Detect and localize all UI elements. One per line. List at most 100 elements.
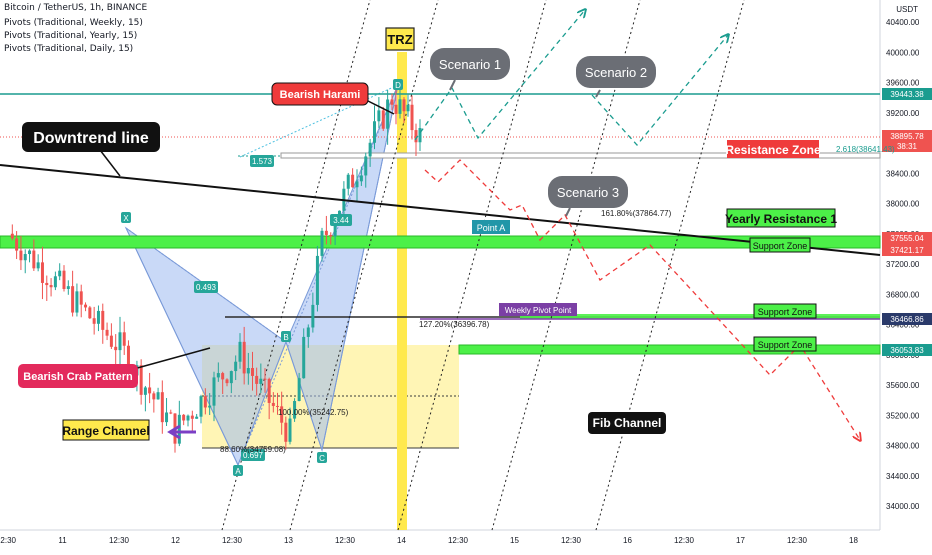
ratio-0493-bg bbox=[194, 281, 218, 293]
candle-body-23 bbox=[109, 335, 113, 347]
price-tick-2: 39600.00 bbox=[886, 79, 920, 88]
indicator-yearly-pivots[interactable]: Pivots (Traditional, Yearly, 15) bbox=[4, 31, 138, 41]
candle-body-4 bbox=[28, 250, 32, 255]
support-zone-band-low[interactable] bbox=[458, 344, 881, 355]
point-a: A bbox=[235, 467, 241, 476]
candle-body-41 bbox=[186, 415, 190, 421]
candle-body-17 bbox=[84, 304, 88, 308]
candle-body-22 bbox=[105, 329, 109, 336]
bearish-crab-bg bbox=[18, 364, 138, 388]
fib-channel-label: Fib Channel bbox=[593, 416, 662, 430]
resistance-zone-label: Resistance Zone bbox=[725, 143, 821, 157]
indicator-daily-pivots[interactable]: Pivots (Traditional, Daily, 15) bbox=[4, 44, 134, 54]
candle-body-25 bbox=[118, 332, 122, 351]
candle-body-68 bbox=[302, 336, 306, 379]
ratio-0493: 0.493 bbox=[196, 283, 217, 292]
weekly-pivot-label-bg bbox=[499, 303, 577, 316]
candle-body-60 bbox=[267, 378, 271, 403]
candle-body-80 bbox=[355, 181, 359, 188]
time-tick-12: 12:30 bbox=[674, 536, 695, 545]
candle-body-26 bbox=[122, 332, 126, 346]
candle-body-94 bbox=[414, 130, 418, 143]
badge-39443-bg bbox=[882, 88, 932, 100]
bearish-harami-label: Bearish Harami bbox=[280, 89, 361, 101]
price-tick-6: 38000.00 bbox=[886, 200, 920, 209]
candle-body-82 bbox=[364, 156, 368, 176]
candle-body-47 bbox=[212, 377, 216, 406]
candle-body-79 bbox=[351, 174, 355, 188]
candle-body-73 bbox=[324, 230, 328, 235]
downtrend-line[interactable] bbox=[0, 164, 881, 256]
scenario-2-path[interactable] bbox=[591, 35, 728, 146]
candle-body-16 bbox=[79, 291, 83, 305]
candle-body-30 bbox=[139, 365, 143, 395]
candle-body-44 bbox=[199, 396, 203, 417]
scenario-2-label: Scenario 2 bbox=[585, 65, 647, 80]
scenario-3-label: Scenario 3 bbox=[557, 185, 619, 200]
yearly-resistance-band[interactable] bbox=[0, 235, 881, 249]
scenario-3-bubble bbox=[548, 176, 628, 208]
scenario-1-pointer bbox=[449, 79, 456, 91]
point-d: D bbox=[395, 81, 401, 90]
candle-body-19 bbox=[92, 318, 96, 324]
fib-100-label: 100.00%(35242.75) bbox=[278, 408, 349, 417]
support-zone-1-label: Support Zone bbox=[753, 241, 808, 251]
time-tick-6: 12:30 bbox=[335, 536, 356, 545]
bearish-harami-pointer bbox=[365, 99, 395, 115]
badge-current-bg bbox=[882, 130, 932, 152]
scenario-1-path[interactable] bbox=[414, 10, 585, 141]
range-channel-bg bbox=[62, 419, 150, 441]
support-zone-3-label: Support Zone bbox=[758, 340, 813, 350]
downtrend-callout-bg bbox=[22, 122, 160, 152]
fib-2618-label: 2.618(38641.43) bbox=[836, 145, 895, 154]
time-tick-7: 14 bbox=[397, 536, 406, 545]
ratio-0697-bg bbox=[241, 449, 265, 461]
price-axis[interactable]: 40400.0040000.0039600.0039200.0038800.00… bbox=[886, 18, 920, 511]
time-tick-1: 11 bbox=[58, 536, 67, 545]
candle-body-83 bbox=[368, 142, 372, 157]
candle-body-91 bbox=[402, 99, 406, 112]
weekly-pivot-band bbox=[520, 314, 880, 319]
badge-weekly-pivot: 36466.86 bbox=[890, 315, 924, 324]
support-zone-2-label: Support Zone bbox=[758, 307, 813, 317]
candle-body-36 bbox=[165, 412, 169, 423]
candle-body-1 bbox=[15, 238, 19, 251]
fib-1618-label: 161.80%(37864.77) bbox=[601, 209, 672, 218]
candle-body-75 bbox=[333, 222, 337, 237]
xd-dotted bbox=[239, 84, 399, 158]
support-zone-3-bg bbox=[753, 336, 817, 352]
candle-body-3 bbox=[23, 254, 27, 261]
plot-background bbox=[0, 0, 880, 530]
price-tick-0: 40400.00 bbox=[886, 18, 920, 27]
scenario-3-path[interactable] bbox=[424, 159, 860, 440]
price-tick-16: 34000.00 bbox=[886, 502, 920, 511]
candle-body-14 bbox=[71, 286, 75, 313]
candle-body-48 bbox=[216, 373, 220, 378]
ratio-344: 3.44 bbox=[333, 216, 349, 225]
point-x: X bbox=[123, 214, 129, 223]
badge-yearly-a: 37555.04 bbox=[890, 234, 924, 243]
resistance-zone-band[interactable] bbox=[280, 152, 881, 159]
ratio-344-bg bbox=[330, 214, 352, 226]
time-tick-13: 17 bbox=[736, 536, 745, 545]
candle-body-35 bbox=[160, 392, 164, 423]
candle-body-12 bbox=[62, 270, 66, 289]
candle-body-65 bbox=[288, 418, 292, 442]
time-tick-2: 12:30 bbox=[109, 536, 130, 545]
fib-channel-line-5 bbox=[595, 0, 745, 531]
point-b: B bbox=[283, 333, 288, 342]
candle-body-49 bbox=[221, 373, 225, 380]
indicator-weekly-pivots[interactable]: Pivots (Traditional, Weekly, 15) bbox=[4, 18, 143, 28]
ratio-1573-bg bbox=[250, 155, 274, 167]
time-axis[interactable]: 12:30 11 12:30 12 12:30 13 12:30 14 12:30 15 12:30… bbox=[0, 536, 858, 545]
candle-body-15 bbox=[75, 291, 79, 313]
range-channel-arrow bbox=[167, 424, 196, 440]
candle-body-0 bbox=[10, 233, 14, 239]
candle-body-39 bbox=[177, 414, 181, 444]
candle-body-33 bbox=[152, 393, 156, 400]
time-tick-4: 12:30 bbox=[222, 536, 243, 545]
badge-countdown: 38:31 bbox=[897, 142, 918, 151]
trz-zone[interactable] bbox=[397, 52, 407, 530]
candle-body-93 bbox=[410, 104, 414, 131]
